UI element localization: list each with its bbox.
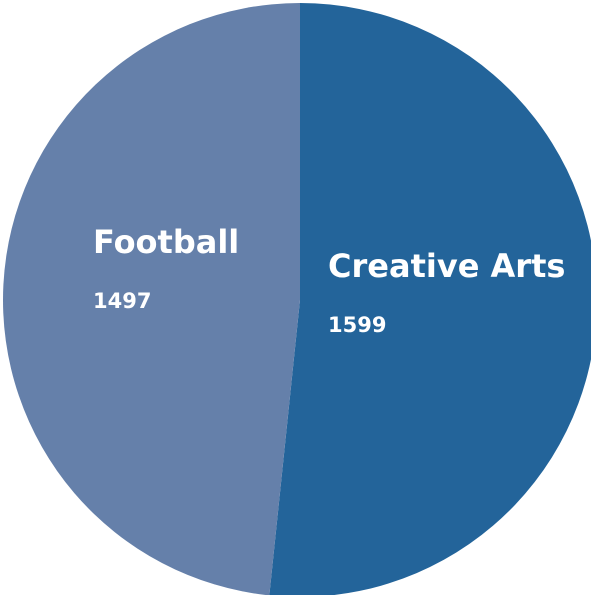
pie-slice-creative-arts — [269, 3, 591, 595]
slice-value-football: 1497 — [93, 289, 151, 313]
pie-slice-football — [3, 3, 300, 595]
slice-label-football: Football — [93, 223, 239, 261]
slice-label-creative-arts: Creative Arts — [328, 247, 565, 285]
pie-slices — [3, 3, 591, 595]
slice-value-creative-arts: 1599 — [328, 313, 386, 337]
pie-labels: Creative Arts 1599 Football 1497 — [93, 223, 565, 337]
